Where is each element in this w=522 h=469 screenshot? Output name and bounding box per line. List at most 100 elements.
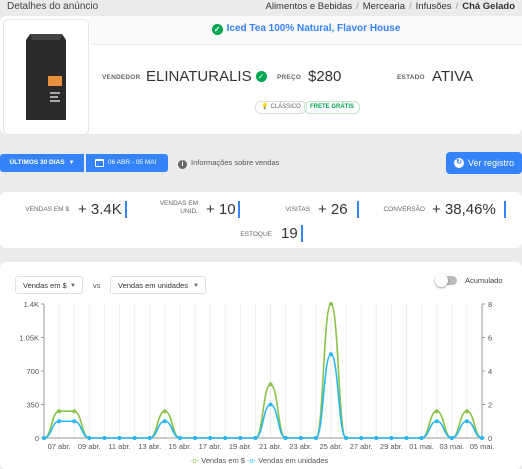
y-left-tick-label: 1.4K [24,300,39,309]
history-icon: ↻ [454,158,464,168]
sales-units-series-point [283,436,288,440]
view-history-button[interactable]: ↻ Ver registro [446,152,522,174]
price-value: $280 [308,68,342,85]
date-range-button[interactable]: 06 ABR - 05 MAI [86,154,168,172]
metric-label-sales-units: VENDAS EM UNID. [159,200,198,215]
sales-units-series-point [193,436,198,440]
breadcrumb-item[interactable]: Mercearia [362,1,405,12]
sales-units-series-point [87,436,92,440]
accumulated-toggle[interactable] [435,274,457,287]
x-tick-label: 27 abr. [350,442,373,451]
y-left-tick-label: 0 [35,434,39,443]
metric-label-sales-amount: VENDAS EM $ [25,206,69,213]
y-left-tick-label: 1.05K [19,334,39,343]
sales-units-series-point [147,436,152,440]
sales-units-series-point [434,419,439,424]
lightbulb-icon: 💡 [261,104,269,110]
sales-units-series-point [328,352,333,357]
x-tick-label: 03 mai. [439,442,464,451]
seller-name[interactable]: ELINATURALIS [146,68,252,85]
date-range-label: 06 ABR - 05 MAI [108,159,157,166]
calendar-icon [95,159,104,167]
period-label: ÚLTIMOS 30 DIAS [9,159,65,166]
x-tick-label: 23 abr. [289,442,312,451]
sales-units-series-point [57,419,62,424]
listing-type-badge: 💡 CLÁSSICO [255,101,307,114]
x-tick-label: 25 abr. [319,442,342,451]
sales-amount-series-point [162,409,167,414]
sales-amount-series-point [464,409,469,414]
listing-title[interactable]: Iced Tea 100% Natural, Flavor House [226,23,401,34]
sales-units-series-point [359,436,364,440]
y-right-tick-label: 6 [488,334,492,343]
metric-bar [504,201,506,218]
breadcrumb-item[interactable]: Alimentos e Bebidas [265,1,353,12]
breadcrumb-item[interactable]: Infusões [415,1,452,12]
metric-label-stock: ESTOQUE [240,231,272,238]
breadcrumb-item-current: Chá Gelado [462,1,515,12]
sales-units-series-point [268,402,273,407]
metric-bar [301,225,303,242]
status-label: ESTADO [397,74,425,81]
sales-units-series-point [404,436,409,440]
legend-item: -o- Vendas em $ [190,456,246,465]
sales-amount-series-point [72,409,77,414]
x-tick-label: 29 abr. [380,442,403,451]
left-metric-value: Vendas em $ [23,281,67,290]
sales-units-series-point [313,436,318,440]
sales-info-text: Informações sobre vendas [191,158,280,167]
sales-units-series-point [464,419,469,424]
metric-value-stock: 19 [281,225,298,242]
metric-label-conversion: CONVERSÃO [383,206,425,213]
right-metric-value: Vendas em unidades [118,281,189,290]
y-right-tick-label: 2 [488,401,492,410]
section-title: Detalhes do anúncio [7,1,99,12]
sales-units-series-point [42,436,46,440]
sales-info-link[interactable]: i Informações sobre vendas [178,158,279,169]
left-metric-select[interactable]: Vendas em $ ▼ [15,276,83,294]
free-shipping-badge: FRETE GRÁTIS [304,101,361,114]
x-tick-label: 19 abr. [229,442,252,451]
metric-value-sales-units: + 10 [206,201,236,218]
metric-value-visits: + 26 [318,201,348,218]
y-right-tick-label: 8 [488,300,492,309]
sales-units-series-point [374,436,379,440]
chevron-down-icon: ▼ [193,283,199,289]
product-thumbnail[interactable] [3,19,89,135]
metric-bar [125,201,127,218]
x-tick-label: 07 abr. [48,442,71,451]
legend-item: -o- Vendas em unidades [247,456,329,465]
sales-units-series-point [132,436,137,440]
x-tick-label: 11 abr. [108,442,130,451]
sales-units-series-point [117,436,122,440]
sales-units-series-point [72,419,77,424]
chevron-down-icon: ▼ [70,283,76,289]
sales-amount-series-point [57,409,62,414]
sales-units-series-point [389,436,394,440]
sales-units-series-line [43,353,483,439]
sales-units-series-point [419,436,424,440]
x-tick-label: 05 mai. [470,442,495,451]
metric-value-sales-amount: + 3.4K [78,201,122,218]
y-right-tick-label: 0 [488,434,492,443]
x-tick-label: 09 abr. [78,442,101,451]
view-history-label: Ver registro [468,158,515,168]
listing-title-bar: ✓ Iced Tea 100% Natural, Flavor House [90,16,522,45]
metric-label-visits: VISITAS [285,206,310,213]
info-icon: i [178,160,187,169]
sales-units-series-point [480,436,484,440]
y-left-tick-label: 350 [26,401,39,410]
x-tick-label: 13 abr. [138,442,161,451]
versus-label: vs [93,281,101,290]
toggle-knob [435,274,448,287]
metric-bar [357,201,359,218]
right-metric-select[interactable]: Vendas em unidades ▼ [110,276,206,294]
sales-amount-series-point [268,382,273,387]
period-dropdown-button[interactable]: ÚLTIMOS 30 DIAS ▼ [0,154,84,172]
accumulated-label: Acumulado [465,276,503,285]
sales-units-series-point [177,436,182,440]
seller-value: ELINATURALIS ✓ [146,68,267,85]
x-tick-label: 01 mai. [409,442,434,451]
metric-bar [238,201,240,218]
listing-type-text: CLÁSSICO [270,104,301,110]
